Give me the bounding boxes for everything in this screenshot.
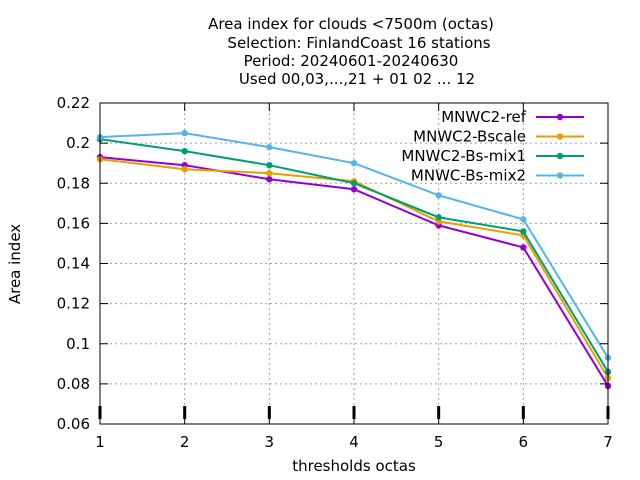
legend-entry-4: MNWC-Bs-mix2 (411, 167, 584, 185)
x-tick-bar (521, 406, 525, 419)
x-tick-label: 3 (265, 433, 275, 451)
legend-label: MNWC2-ref (441, 108, 526, 126)
x-tick-label: 5 (434, 433, 444, 451)
grid (100, 103, 608, 424)
title-line-4: Used 00,03,...,21 + 01 02 ... 12 (239, 70, 475, 88)
x-tick-label: 7 (603, 433, 613, 451)
y-tick-label: 0.2 (66, 134, 90, 152)
y-axis-label: Area index (6, 224, 24, 304)
data-point (266, 176, 273, 183)
data-point (520, 228, 527, 235)
x-tick-bar (267, 406, 271, 419)
legend-entry-1: MNWC2-ref (441, 108, 584, 126)
legend-label: MNWC2-Bscale (413, 128, 526, 146)
y-tick-label: 0.18 (57, 174, 90, 192)
data-point (350, 186, 358, 193)
series-lines (96, 129, 612, 390)
data-point (181, 166, 188, 173)
legend-marker (556, 113, 564, 121)
data-point (266, 143, 273, 151)
data-point (350, 159, 358, 167)
x-tick-bar (183, 406, 187, 419)
x-axis-label: thresholds octas (292, 457, 416, 475)
data-point (266, 170, 273, 177)
y-tick-label: 0.06 (57, 415, 90, 433)
y-tick-label: 0.14 (57, 255, 90, 273)
data-point (181, 129, 188, 137)
data-point (435, 192, 442, 199)
x-tick-bar (98, 406, 102, 419)
title-line-3: Period: 20240601-20240630 (244, 52, 459, 70)
data-point (520, 244, 527, 251)
x-tick-label: 6 (519, 433, 529, 451)
legend-marker (556, 152, 564, 160)
x-tick-label: 1 (95, 433, 105, 451)
x-tick-bar (606, 406, 610, 419)
y-tick-label: 0.16 (57, 214, 90, 232)
data-point (435, 214, 442, 221)
x-tick-bar (352, 406, 356, 419)
legend-label: MNWC2-Bs-mix1 (401, 147, 526, 165)
y-tick-label: 0.1 (66, 335, 90, 353)
title-line-1: Area index for clouds <7500m (octas) (208, 15, 494, 33)
legend-label: MNWC-Bs-mix2 (411, 167, 526, 185)
title-line-2: Selection: FinlandCoast 16 stations (227, 34, 490, 52)
legend-marker (556, 172, 564, 179)
y-tick-label: 0.12 (57, 295, 90, 313)
y-tick-label: 0.22 (57, 94, 90, 112)
x-tick-label: 2 (180, 433, 190, 451)
x-tick-bar (437, 406, 441, 419)
chart-title: Area index for clouds <7500m (octas) Sel… (208, 15, 494, 88)
legend-entry-3: MNWC2-Bs-mix1 (401, 147, 584, 165)
axis-ticks: 0.06 0.08 0.1 0.12 0.14 0.16 0.18 0.2 0.22 1 2 3 4 5 6… (57, 94, 613, 451)
legend-marker (556, 133, 564, 140)
data-point (266, 161, 273, 169)
x-tick-label: 4 (349, 433, 359, 451)
data-point (520, 216, 527, 223)
data-point (350, 180, 358, 187)
data-point (181, 147, 188, 155)
y-tick-label: 0.08 (57, 375, 90, 393)
legend-entry-2: MNWC2-Bscale (413, 128, 584, 146)
